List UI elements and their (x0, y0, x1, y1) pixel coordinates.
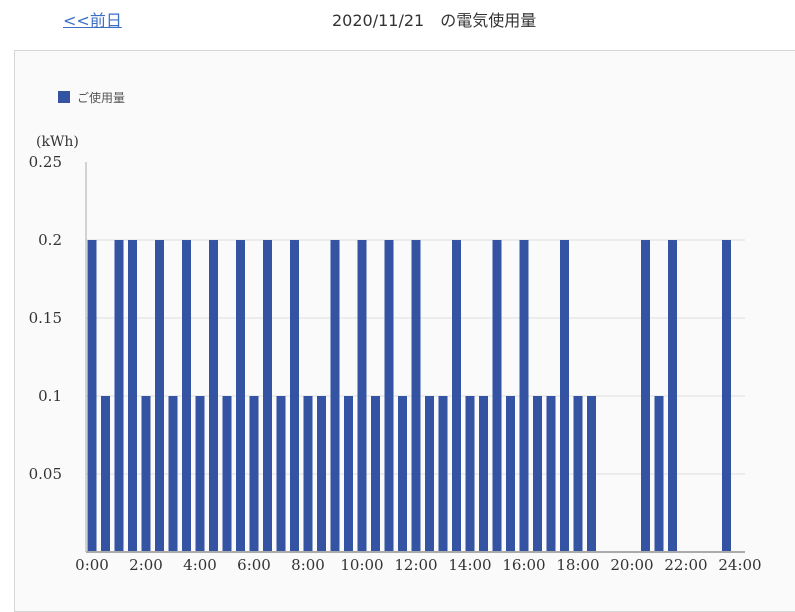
x-tick-label: 4:00 (183, 556, 217, 574)
bar (641, 240, 650, 552)
y-tick-label: 0.25 (29, 153, 62, 171)
bar (303, 396, 313, 552)
bar (344, 396, 353, 552)
bar (492, 240, 502, 552)
x-tick-label: 10:00 (340, 556, 383, 574)
legend-swatch (58, 91, 70, 103)
bar (722, 240, 731, 552)
bar (519, 240, 529, 552)
x-tick-label: 22:00 (664, 556, 707, 574)
bar (141, 396, 151, 552)
bar (249, 396, 259, 552)
x-tick-label: 12:00 (394, 556, 437, 574)
bar (101, 396, 110, 552)
bar (87, 240, 97, 552)
bar (128, 240, 137, 552)
bar (155, 240, 164, 552)
x-tick-label: 14:00 (448, 556, 491, 574)
x-tick-label: 0:00 (75, 556, 109, 574)
x-tick-label: 8:00 (291, 556, 325, 574)
x-tick-label: 2:00 (129, 556, 163, 574)
bar (209, 240, 218, 552)
bar (276, 396, 286, 552)
bar (546, 396, 556, 552)
bar (452, 240, 461, 552)
y-axis-label: (kWh) (36, 134, 79, 150)
y-tick-label: 0.1 (38, 387, 62, 405)
bar (411, 240, 421, 552)
bar (533, 396, 542, 552)
legend-label: ご使用量 (77, 91, 126, 105)
bar (357, 240, 367, 552)
x-tick-label: 16:00 (502, 556, 545, 574)
bar (195, 396, 205, 552)
bar (371, 396, 380, 552)
x-tick-label: 18:00 (556, 556, 599, 574)
bar (168, 396, 178, 552)
bar (263, 240, 272, 552)
bar (114, 240, 124, 552)
bar (290, 240, 299, 552)
bar (438, 396, 448, 552)
bar (465, 396, 475, 552)
bar (587, 396, 596, 552)
bar (317, 396, 326, 552)
bar (573, 396, 583, 552)
bar (425, 396, 434, 552)
bar (182, 240, 191, 552)
bar (222, 396, 232, 552)
bar (668, 240, 677, 552)
bar (479, 396, 488, 552)
bar (560, 240, 569, 552)
x-tick-label: 20:00 (610, 556, 653, 574)
y-tick-label: 0.2 (38, 231, 62, 249)
x-tick-label: 6:00 (237, 556, 271, 574)
usage-bar-chart: 0.05 0.1 0.15 0.2 0.25 (kWh) 0:00 2:00 4:00 6:00 8… (29, 134, 762, 574)
bar (330, 240, 340, 552)
y-tick-label: 0.05 (29, 465, 62, 483)
bar (654, 396, 664, 552)
bar (384, 240, 394, 552)
bar (398, 396, 407, 552)
x-tick-label: 24:00 (718, 556, 761, 574)
bar (506, 396, 515, 552)
previous-day-link[interactable]: <<前日 (63, 11, 122, 30)
page-title: 2020/11/21 の電気使用量 (332, 11, 537, 30)
y-tick-label: 0.15 (29, 309, 62, 327)
bar (236, 240, 245, 552)
